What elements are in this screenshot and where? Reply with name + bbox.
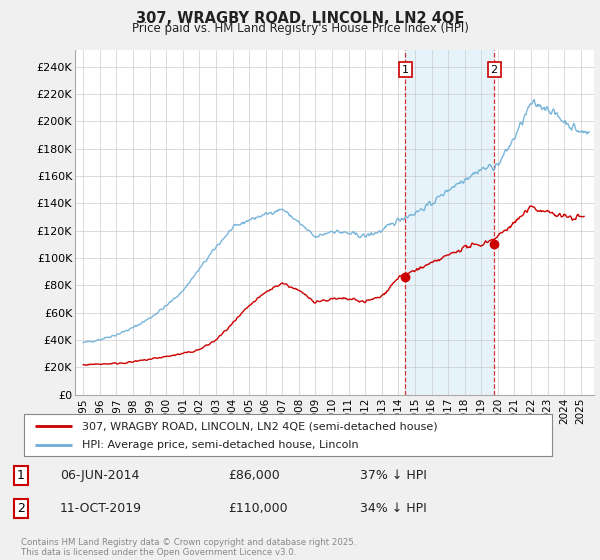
Text: Contains HM Land Registry data © Crown copyright and database right 2025.
This d: Contains HM Land Registry data © Crown c… (21, 538, 356, 557)
Text: £110,000: £110,000 (228, 502, 287, 515)
Text: 1: 1 (17, 469, 25, 482)
Text: 06-JUN-2014: 06-JUN-2014 (60, 469, 139, 482)
Text: 34% ↓ HPI: 34% ↓ HPI (360, 502, 427, 515)
Text: Price paid vs. HM Land Registry's House Price Index (HPI): Price paid vs. HM Land Registry's House … (131, 22, 469, 35)
Text: £86,000: £86,000 (228, 469, 280, 482)
Text: 11-OCT-2019: 11-OCT-2019 (60, 502, 142, 515)
Text: 2: 2 (17, 502, 25, 515)
Text: 307, WRAGBY ROAD, LINCOLN, LN2 4QE: 307, WRAGBY ROAD, LINCOLN, LN2 4QE (136, 11, 464, 26)
Text: 1: 1 (402, 64, 409, 74)
Text: 2: 2 (491, 64, 498, 74)
Text: 37% ↓ HPI: 37% ↓ HPI (360, 469, 427, 482)
Text: HPI: Average price, semi-detached house, Lincoln: HPI: Average price, semi-detached house,… (82, 440, 359, 450)
Bar (406, 50, 494, 395)
Text: 307, WRAGBY ROAD, LINCOLN, LN2 4QE (semi-detached house): 307, WRAGBY ROAD, LINCOLN, LN2 4QE (semi… (82, 421, 438, 431)
